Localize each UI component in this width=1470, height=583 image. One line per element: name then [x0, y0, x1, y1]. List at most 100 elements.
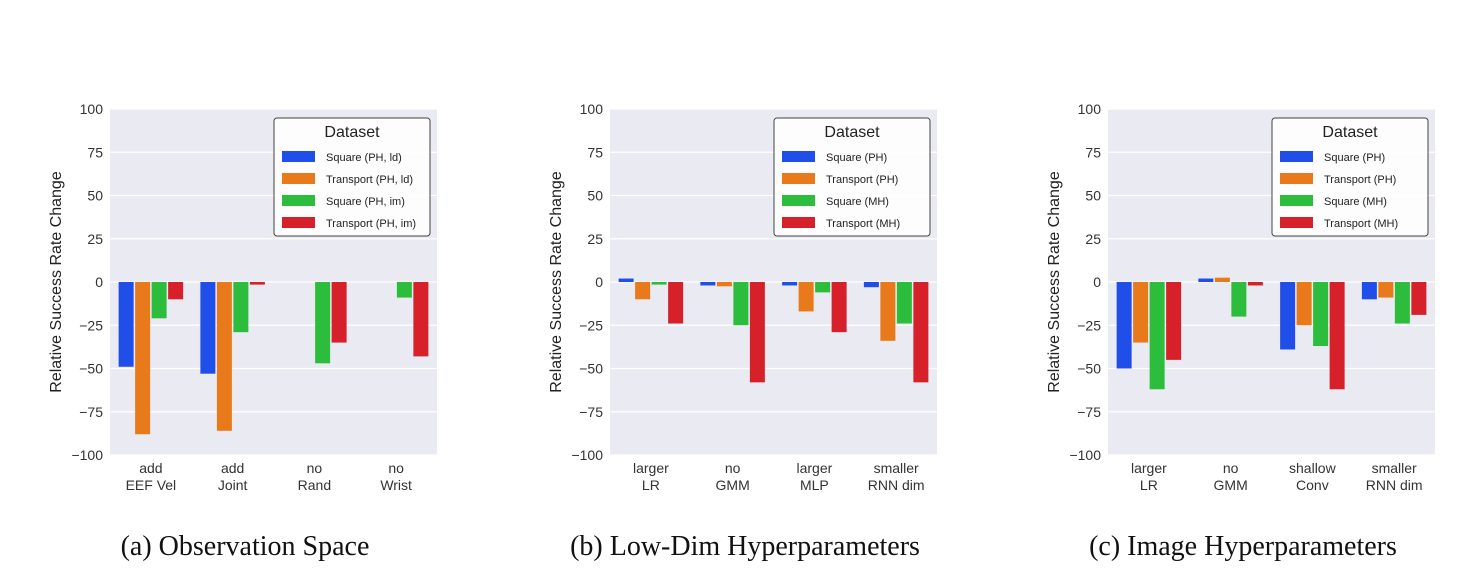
bar — [815, 282, 831, 293]
bar — [1166, 282, 1182, 360]
y-tick-label: −100 — [1069, 447, 1101, 463]
chart-panel-observation-space: 100 75 50 25 0 −25 −50 −75 −100 Relative Success … — [0, 0, 490, 583]
legend-swatch — [282, 195, 315, 206]
legend-swatch — [1280, 217, 1313, 228]
x-tick-label: larger — [633, 460, 669, 476]
legend-box — [773, 117, 931, 237]
legend-entry-label: Transport (PH, im) — [326, 218, 416, 230]
bar — [913, 282, 929, 383]
bar — [1313, 282, 1329, 347]
y-tick-label: 50 — [587, 188, 603, 204]
y-tick-label: −75 — [79, 404, 103, 420]
bar — [635, 282, 651, 300]
y-tick-label: 0 — [595, 274, 603, 290]
bar — [749, 282, 765, 383]
y-tick-label: 50 — [1085, 188, 1101, 204]
legend-title: Dataset — [824, 124, 880, 141]
bar — [651, 282, 667, 285]
bar — [782, 282, 798, 286]
x-tick-label: Wrist — [380, 477, 412, 493]
bar — [1296, 282, 1312, 326]
legend-entry-label: Transport (PH, ld) — [326, 174, 413, 186]
y-tick-label: 0 — [95, 274, 103, 290]
bar — [315, 282, 331, 364]
y-tick-label: 100 — [1078, 101, 1102, 117]
bar — [216, 282, 232, 431]
x-tick-label: no — [725, 460, 741, 476]
bar — [618, 278, 634, 282]
y-tick-label: −75 — [1077, 404, 1101, 420]
x-tick-label: LR — [642, 477, 660, 493]
chart-caption: (a) Observation Space — [120, 531, 370, 562]
x-tick-label: Conv — [1296, 477, 1329, 493]
y-axis-label: Relative Success Rate Change — [548, 171, 565, 393]
bar — [1133, 282, 1149, 343]
bar — [733, 282, 749, 326]
bar — [1394, 282, 1410, 324]
y-tick-label: −25 — [1077, 317, 1101, 333]
y-tick-label: 0 — [1093, 274, 1101, 290]
y-axis-label: Relative Success Rate Change — [1046, 171, 1063, 393]
legend-box — [1271, 117, 1429, 237]
bar — [1411, 282, 1427, 315]
x-tick-label: no — [307, 460, 323, 476]
y-tick-label: 50 — [87, 188, 103, 204]
bar — [135, 282, 151, 435]
legend-entry-label: Square (PH, im) — [326, 196, 405, 208]
legend-entry-label: Transport (MH) — [826, 218, 900, 230]
y-tick-label: −50 — [79, 361, 103, 377]
y-tick-label: −25 — [79, 317, 103, 333]
bar — [249, 282, 265, 285]
x-tick-label: RNN dim — [1366, 477, 1423, 493]
y-tick-label: −100 — [571, 447, 603, 463]
bar — [716, 282, 732, 287]
y-tick-label: 75 — [87, 144, 103, 160]
bar — [896, 282, 912, 324]
y-tick-label: 100 — [580, 101, 604, 117]
legend-entry-label: Transport (PH) — [1324, 174, 1396, 186]
bar — [1116, 282, 1132, 369]
chart-svg: 100 75 50 25 0 −25 −50 −75 −100 Relative Success … — [1046, 101, 1435, 493]
y-tick-label: 25 — [587, 231, 603, 247]
x-tick-label: RNN dim — [868, 477, 925, 493]
chart-svg: 100 75 50 25 0 −25 −50 −75 −100 Relative Success … — [48, 101, 437, 493]
bar — [1149, 282, 1165, 390]
x-tick-label: larger — [796, 460, 832, 476]
y-tick-label: −50 — [1077, 361, 1101, 377]
bar — [1247, 282, 1263, 286]
legend-swatch — [282, 217, 315, 228]
legend-swatch — [282, 173, 315, 184]
bar — [831, 282, 847, 333]
x-tick-label: smaller — [1372, 460, 1417, 476]
legend-swatch — [782, 217, 815, 228]
bar — [331, 282, 347, 343]
x-tick-label: no — [1223, 460, 1239, 476]
legend-swatch — [782, 151, 815, 162]
bar — [1231, 282, 1247, 317]
y-tick-label: 25 — [1085, 231, 1101, 247]
chart-caption: (b) Low-Dim Hyperparameters — [570, 531, 920, 562]
legend-box — [273, 117, 431, 237]
legend-entry-label: Square (MH) — [1324, 196, 1387, 208]
chart-panel-low-dim-hyperparameters: 100 75 50 25 0 −25 −50 −75 −100 Relative Success … — [500, 0, 990, 583]
y-tick-label: −75 — [579, 404, 603, 420]
x-tick-label: LR — [1140, 477, 1158, 493]
legend-title: Dataset — [324, 124, 380, 141]
legend-entry-label: Square (PH) — [1324, 152, 1385, 164]
bar — [798, 282, 814, 312]
x-tick-label: GMM — [1214, 477, 1248, 493]
y-tick-label: 75 — [587, 144, 603, 160]
x-tick-label: larger — [1131, 460, 1167, 476]
x-tick-label: EEF Vel — [126, 477, 177, 493]
legend-swatch — [1280, 195, 1313, 206]
x-tick-label: Joint — [218, 477, 248, 493]
legend-swatch — [1280, 151, 1313, 162]
bar — [1378, 282, 1394, 298]
y-tick-label: −25 — [579, 317, 603, 333]
chart-panel-image-hyperparameters: 100 75 50 25 0 −25 −50 −75 −100 Relative Success … — [998, 0, 1470, 583]
legend-title: Dataset — [1322, 124, 1378, 141]
y-tick-label: −50 — [579, 361, 603, 377]
x-tick-label: MLP — [800, 477, 829, 493]
x-tick-label: no — [388, 460, 404, 476]
y-tick-label: 100 — [80, 101, 104, 117]
